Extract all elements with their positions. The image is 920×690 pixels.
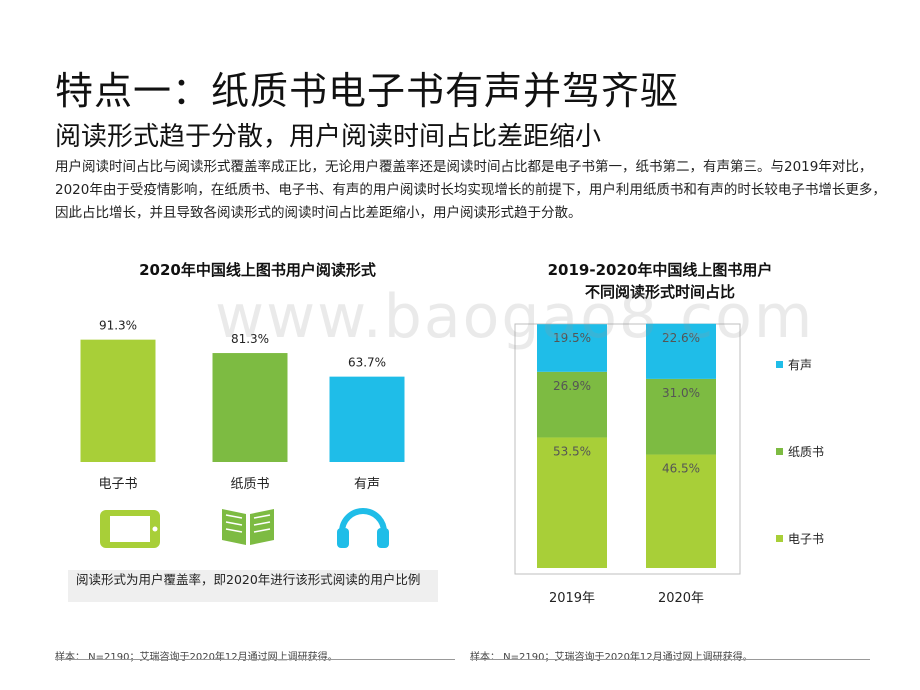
- stack-segment-label: 53.5%: [553, 444, 591, 458]
- tablet-icon: [100, 510, 160, 548]
- headphones-icon: [337, 508, 389, 548]
- right-category-label: 2020年: [658, 591, 704, 606]
- stack-segment-label: 26.9%: [553, 379, 591, 393]
- stack-segment-label: 22.6%: [662, 331, 700, 345]
- left-category-label: 电子书: [98, 477, 138, 492]
- right-category-label: 2019年: [549, 591, 595, 606]
- stack-segment-label: 46.5%: [662, 462, 700, 476]
- page-subtitle: 阅读形式趋于分散，用户阅读时间占比差距缩小: [55, 122, 602, 152]
- stack-segment-1-0: [646, 454, 716, 568]
- left-bar-value-label: 91.3%: [99, 319, 137, 333]
- left-category-label: 有声: [353, 477, 380, 492]
- note-box: 阅读形式为用户覆盖率，即2020年进行该形式阅读的用户比例: [68, 570, 438, 602]
- book-icon: [222, 509, 274, 545]
- stack-segment-label: 19.5%: [553, 331, 591, 345]
- legend-swatch: [776, 535, 783, 542]
- stack-segment-0-1: [537, 371, 607, 438]
- page-title: 特点一：纸质书电子书有声并驾齐驱: [55, 69, 680, 113]
- left-bar-2: [329, 376, 405, 462]
- legend-swatch: [776, 448, 783, 455]
- left-bar-value-label: 63.7%: [348, 356, 386, 370]
- left-chart-title: 2020年中国线上图书用户阅读形式: [139, 261, 376, 279]
- left-bar-value-label: 81.3%: [231, 332, 269, 346]
- right-stacked-bar-chart: 53.5% 26.9% 19.5% 2019年 46.5% 31.0% 22.6% 2020年…: [514, 323, 824, 606]
- stack-segment-0-0: [537, 437, 607, 568]
- left-category-label: 纸质书: [230, 477, 270, 492]
- stack-segment-1-2: [646, 323, 716, 379]
- left-bar-0: [80, 339, 156, 462]
- footer-left-source: 样本： N=2190；艾瑞咨询于2020年12月通过网上调研获得。: [55, 652, 338, 663]
- legend-swatch: [776, 361, 783, 368]
- stack-segment-0-2: [537, 324, 607, 372]
- legend-label: 纸质书: [788, 445, 824, 459]
- legend-label: 有声: [788, 358, 812, 372]
- description-text: 用户阅读时间占比与阅读形式覆盖率成正比，无论用户覆盖率还是阅读时间占比都是电子书…: [55, 159, 886, 221]
- legend-label: 电子书: [788, 532, 824, 546]
- plot-frame: [514, 323, 741, 575]
- stack-segment-label: 31.0%: [662, 386, 700, 400]
- left-bar-chart: 91.3% 81.3% 63.7%: [80, 319, 405, 462]
- right-chart-title-line1: 2019-2020年中国线上图书用户: [547, 261, 773, 279]
- footer-right-source: 样本： N=2190；艾瑞咨询于2020年12月通过网上调研获得。: [470, 652, 753, 663]
- stack-segment-1-1: [646, 378, 716, 455]
- footer-left-divider: [55, 659, 455, 660]
- footer-right-divider: [470, 659, 870, 660]
- left-bar-1: [212, 353, 288, 462]
- right-chart-title-line2: 不同阅读形式时间占比: [584, 283, 735, 301]
